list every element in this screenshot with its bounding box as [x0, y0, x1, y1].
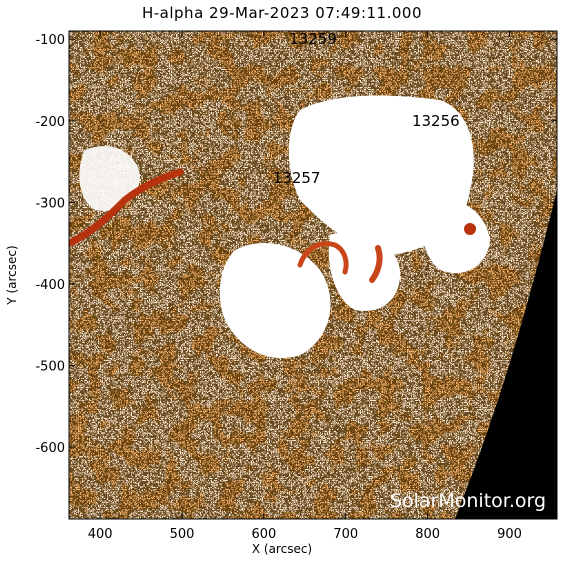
y-tick-label: -300 — [35, 196, 65, 211]
active-region-label: 13256 — [412, 112, 460, 130]
y-axis-label: Y (arcsec) — [5, 245, 19, 305]
bright-plage-regions — [79, 95, 490, 359]
x-tick-label: 800 — [415, 527, 440, 542]
filament — [297, 241, 349, 275]
x-tick-label: 500 — [170, 527, 195, 542]
x-tick-label: 600 — [251, 527, 276, 542]
filament — [69, 168, 184, 247]
x-tick-label: 900 — [497, 527, 522, 542]
y-tick-label: -100 — [35, 33, 65, 48]
filament — [464, 223, 476, 235]
x-axis: 400 500 600 700 800 900 — [88, 31, 522, 542]
space-beyond-limb — [455, 31, 557, 519]
active-region-label: 13257 — [273, 169, 321, 187]
x-tick-label: 700 — [333, 527, 358, 542]
y-tick-label: -600 — [35, 441, 65, 456]
watermark: SolarMonitor.org — [390, 490, 546, 512]
y-tick-label: -500 — [35, 360, 65, 375]
active-region-labels: 13259 13256 13257 — [273, 30, 460, 187]
filament — [369, 245, 383, 283]
x-tick-label: 400 — [88, 527, 113, 542]
y-axis: -100 -200 -300 -400 -500 -600 — [35, 33, 557, 456]
solar-disk-image — [69, 31, 557, 519]
x-axis-label: X (arcsec) — [252, 542, 312, 556]
plot-frame — [68, 30, 558, 520]
active-region-label: 13259 — [289, 30, 337, 48]
y-tick-label: -400 — [35, 278, 65, 293]
image-title: H-alpha 29-Mar-2023 07:49:11.000 — [141, 4, 422, 22]
y-tick-label: -200 — [35, 115, 65, 130]
